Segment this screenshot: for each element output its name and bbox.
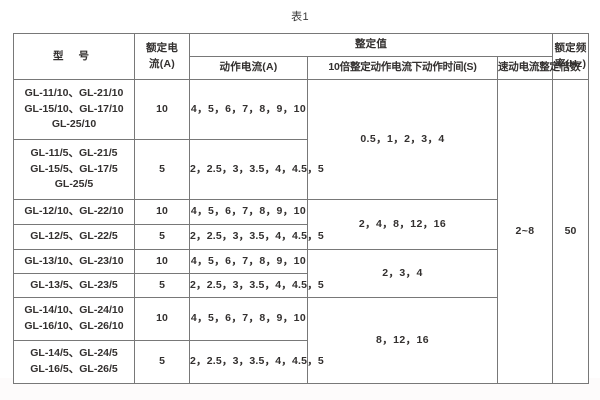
- cell-operating-current: 2，2.5，3，3.5，4，4.5，5: [189, 273, 324, 298]
- header-rated-current: 额定电 流(A): [134, 33, 190, 80]
- header-rated-frequency: 额定频 率(Hz): [552, 33, 590, 80]
- model-line: GL-14/10、GL-24/10: [24, 304, 124, 317]
- table-row: GL-13/10、GL-23/10 10 4，5，6，7，8，9，10 2，3，…: [13, 249, 589, 298]
- table-row: GL-14/10、GL-24/10 GL-16/10、GL-26/10 10 4…: [13, 297, 589, 384]
- cell-operating-current: 4，5，6，7，8，9，10: [189, 249, 308, 274]
- header-operating-time: 10倍整定动作电流下动作时间(S): [307, 56, 498, 80]
- table-row: GL-11/5、GL-21/5 GL-15/5、GL-17/5 GL-25/5 …: [13, 139, 589, 200]
- header-rated-current-line1: 额定电: [145, 41, 179, 54]
- model-line: GL-13/10、GL-23/10: [24, 254, 124, 267]
- cell-operating-current: 4，5，6，7，8，9，10: [189, 199, 308, 225]
- cell-rated-current: 5: [134, 273, 190, 298]
- cell-operating-time-group-4: 8，12，16: [307, 297, 498, 384]
- table-row: GL-14/5、GL-24/5 GL-16/5、GL-26/5 5 2，2.5，…: [13, 340, 589, 384]
- cell-operating-time-group-1: 0.5，1，2，3，4: [307, 79, 498, 200]
- header-row-2: 动作电流(A) 10倍整定动作电流下动作时间(S) 速动电流整定倍数: [14, 56, 589, 80]
- cell-rated-current: 10: [134, 297, 190, 341]
- header-rated-frequency-line1: 额定频: [554, 41, 587, 54]
- cell-operating-current: 2，2.5，3，3.5，4，4.5，5: [189, 139, 324, 200]
- cell-rated-current: 10: [134, 199, 190, 225]
- cell-operating-time-group-3: 2，3，4: [307, 249, 498, 298]
- model-line: GL-16/10、GL-26/10: [24, 320, 124, 332]
- cell-operating-current: 4，5，6，7，8，9，10: [189, 79, 308, 140]
- model-line: GL-12/10、GL-22/10: [24, 205, 124, 218]
- table-body: GL-11/10、GL-21/10 GL-15/10、GL-17/10 GL-2…: [13, 79, 590, 384]
- cell-rated-current: 10: [134, 249, 190, 274]
- cell-rated-current: 5: [134, 340, 190, 384]
- model-line: GL-13/5、GL-23/5: [30, 278, 118, 291]
- model-line: GL-25/10: [51, 118, 97, 131]
- cell-rated-current: 10: [134, 79, 190, 140]
- header-model: 型 号: [13, 33, 135, 80]
- cell-model: GL-11/10、GL-21/10 GL-15/10、GL-17/10 GL-2…: [13, 79, 135, 140]
- header-quick-current-multiple: 速动电流整定倍数: [496, 56, 581, 80]
- header-setting-value-group: 整定值: [188, 33, 554, 57]
- cell-operating-current: 2，2.5，3，3.5，4，4.5，5: [189, 340, 324, 384]
- header-operating-current: 动作电流(A): [189, 56, 308, 80]
- model-line: GL-14/5、GL-24/5: [30, 347, 118, 360]
- cell-model: GL-12/5、GL-22/5: [13, 224, 135, 250]
- specification-table: 型 号 额定电 流(A) 整定值 额定频 率(Hz) 动作电流(A) 10倍整定…: [13, 33, 590, 384]
- cell-model: GL-14/5、GL-24/5 GL-16/5、GL-26/5: [13, 340, 135, 384]
- cell-operating-time-group-2: 2，4，8，12，16: [307, 199, 498, 250]
- header-row-1: 型 号 额定电 流(A) 整定值 额定频 率(Hz): [13, 33, 590, 80]
- cell-model: GL-12/10、GL-22/10: [13, 199, 135, 225]
- cell-model: GL-14/10、GL-24/10 GL-16/10、GL-26/10: [13, 297, 135, 341]
- cell-model: GL-13/5、GL-23/5: [13, 273, 135, 298]
- model-line: GL-15/5、GL-17/5: [30, 162, 118, 175]
- header-rated-frequency-line2: 率(Hz): [554, 57, 587, 70]
- model-line: GL-15/10、GL-17/10: [24, 102, 124, 115]
- table-row: GL-12/5、GL-22/5 5 2，2.5，3，3.5，4，4.5，5: [13, 224, 589, 250]
- model-line: GL-25/5: [54, 178, 94, 191]
- table-row: GL-12/10、GL-22/10 10 4，5，6，7，8，9，10 2，4，…: [13, 199, 589, 250]
- model-line: GL-11/10、GL-21/10: [24, 86, 124, 99]
- cell-quick-current-multiple: 2~8: [496, 79, 554, 384]
- cell-model: GL-11/5、GL-21/5 GL-15/5、GL-17/5 GL-25/5: [13, 139, 135, 200]
- table-caption: 表1: [291, 11, 309, 23]
- header-rated-current-line2: 流(A): [149, 57, 175, 70]
- document-sheet: 表1 型 号 额定电 流(A) 整定值: [13, 11, 590, 384]
- cell-rated-current: 5: [134, 224, 190, 250]
- cell-model: GL-13/10、GL-23/10: [13, 249, 135, 274]
- table-header: 型 号 额定电 流(A) 整定值 额定频 率(Hz) 动作电流(A) 10倍整定…: [13, 33, 590, 80]
- model-line: GL-16/5、GL-26/5: [30, 363, 118, 375]
- cell-operating-current: 4，5，6，7，8，9，10: [189, 297, 308, 341]
- model-line: GL-12/5、GL-22/5: [30, 230, 118, 243]
- table-row: GL-11/10、GL-21/10 GL-15/10、GL-17/10 GL-2…: [13, 79, 590, 384]
- cell-rated-frequency: 50: [552, 79, 590, 384]
- cell-operating-current: 2，2.5，3，3.5，4，4.5，5: [189, 224, 324, 250]
- model-line: GL-11/5、GL-21/5: [30, 146, 118, 159]
- cell-rated-current: 5: [134, 139, 190, 200]
